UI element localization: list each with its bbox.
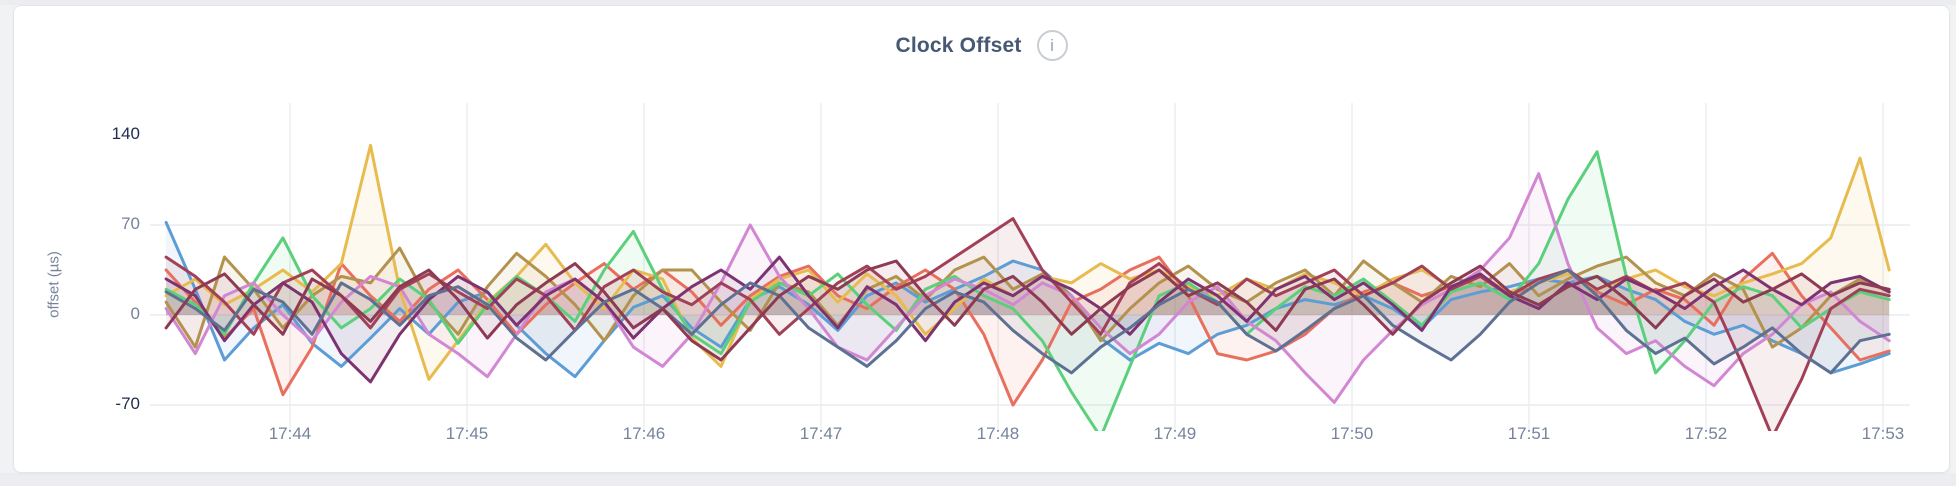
top-band: [0, 0, 1956, 5]
series-line-series-plum: [164, 255, 1891, 384]
x-tick-label-17:49: 17:49: [1153, 424, 1197, 443]
y-tick-label-0: 0: [130, 304, 140, 323]
bottom-band: [0, 473, 1956, 486]
y-tick-label-70: 70: [121, 214, 140, 233]
x-tick-label-17:53: 17:53: [1861, 424, 1905, 443]
series-area-series-blue: [166, 222, 1890, 377]
series-lines: [164, 143, 1891, 431]
info-icon[interactable]: i: [1036, 30, 1068, 61]
series-line-series-slate: [164, 268, 1891, 375]
series-area-series-slate: [166, 270, 1890, 373]
series-line-series-khaki: [164, 246, 1891, 349]
series-area-series-coral: [166, 253, 1890, 405]
x-tick-label-17:51: 17:51: [1507, 424, 1551, 443]
series-line-series-berry: [164, 259, 1891, 362]
series-line-series-green: [164, 150, 1891, 431]
x-tick-label-17:47: 17:47: [799, 424, 843, 443]
y-tick-label-140: 140: [111, 124, 140, 143]
gridlines: [150, 103, 1910, 430]
chart-header: Clock Offset i: [14, 30, 1949, 61]
series-line-series-coral: [164, 251, 1891, 407]
x-tick-label-17:44: 17:44: [268, 424, 312, 443]
series-area-series-khaki: [166, 248, 1890, 348]
chart-title: Clock Offset: [895, 33, 1022, 57]
x-tick-label-17:46: 17:46: [622, 424, 666, 443]
series-line-series-orchid: [164, 172, 1891, 404]
series-area-series-wine: [166, 218, 1890, 431]
x-tick-label-17:45: 17:45: [445, 424, 489, 443]
x-tick-label-17:50: 17:50: [1330, 424, 1374, 443]
y-tick-label--70: -70: [115, 394, 140, 413]
x-tick-label-17:52: 17:52: [1684, 424, 1728, 443]
x-tick-label-17:48: 17:48: [976, 424, 1020, 443]
series-area-series-orchid: [166, 173, 1890, 403]
